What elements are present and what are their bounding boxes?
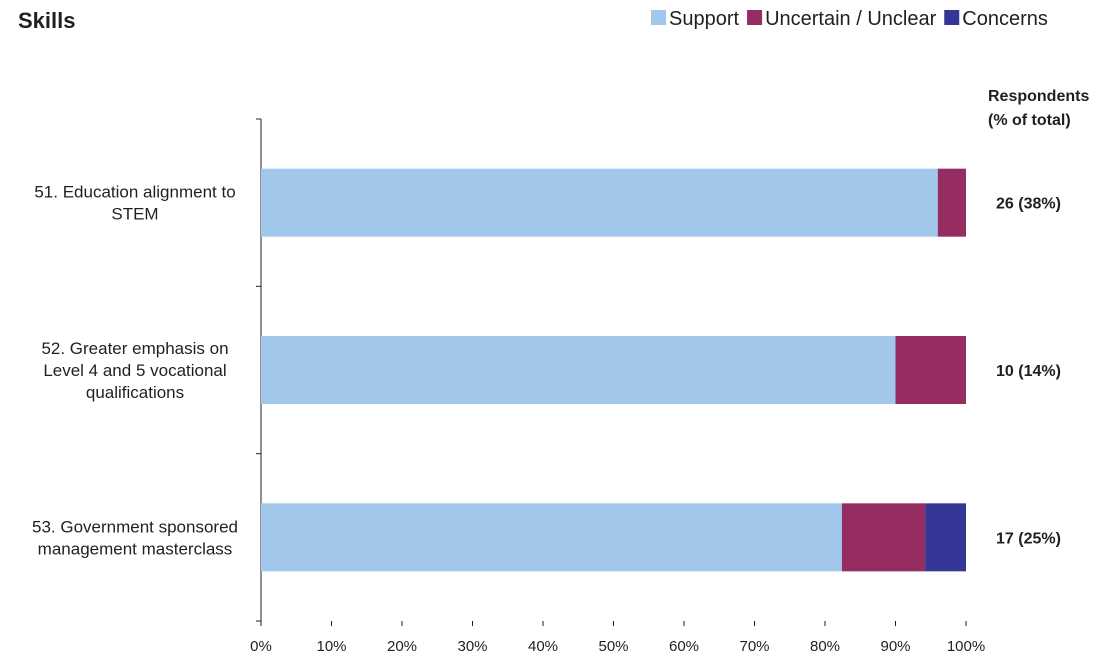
x-tick-label: 0% xyxy=(250,638,272,655)
x-tick-label: 80% xyxy=(810,638,840,655)
legend: Support Uncertain / Unclear Concerns xyxy=(651,8,1048,30)
bar-uncertain-unclear-2 xyxy=(895,336,966,404)
bar-uncertain-unclear-1 xyxy=(937,168,966,237)
x-tick-label: 30% xyxy=(457,638,487,655)
category-label: management masterclass xyxy=(38,539,233,558)
chart-title: Skills xyxy=(18,8,75,33)
category-label: Level 4 and 5 vocational xyxy=(43,361,226,380)
y-axis xyxy=(256,118,262,622)
category-label: 53. Government sponsored xyxy=(32,517,238,536)
respondent-labels: 26 (38%) 10 (14%) 17 (25%) xyxy=(996,196,1061,548)
category-label: 52. Greater emphasis on xyxy=(41,339,228,358)
x-axis: 0% 10% 20% 30% 40% 50% 60% 70% 80% 90% 100% xyxy=(250,621,985,655)
bar-support-2 xyxy=(261,336,896,404)
x-tick-label: 10% xyxy=(316,638,346,655)
respondents-header-line: (% of total) xyxy=(988,112,1071,129)
x-tick-label: 50% xyxy=(598,638,628,655)
bar-concerns-3 xyxy=(925,503,966,572)
legend-label-uncertain-unclear: Uncertain / Unclear xyxy=(765,8,937,30)
bar-support-3 xyxy=(261,503,842,572)
x-tick-label: 60% xyxy=(669,638,699,655)
bar-support-1 xyxy=(261,168,938,237)
category-label: 51. Education alignment to xyxy=(34,183,235,202)
respondent-value: 10 (14%) xyxy=(996,363,1061,380)
category-label: STEM xyxy=(111,205,158,224)
legend-swatch-concerns xyxy=(944,10,960,25)
respondents-header-line: Respondents xyxy=(988,88,1089,105)
legend-label-support: Support xyxy=(669,8,739,30)
legend-label-concerns: Concerns xyxy=(962,8,1048,30)
legend-swatch-uncertain-unclear xyxy=(747,10,763,25)
x-tick-label: 90% xyxy=(880,638,910,655)
bars xyxy=(261,168,966,572)
bar-uncertain-unclear-3 xyxy=(841,503,926,572)
x-tick-label: 40% xyxy=(528,638,558,655)
x-tick-label: 20% xyxy=(387,638,417,655)
respondents-header: Respondents (% of total) xyxy=(988,88,1089,129)
x-tick-label: 100% xyxy=(947,638,985,655)
respondent-value: 26 (38%) xyxy=(996,196,1061,213)
legend-swatch-support xyxy=(651,10,666,25)
category-labels: 51. Education alignment to STEM 52. Greate… xyxy=(32,183,238,559)
category-label: qualifications xyxy=(86,383,184,402)
respondent-value: 17 (25%) xyxy=(996,530,1061,547)
x-tick-label: 70% xyxy=(739,638,769,655)
